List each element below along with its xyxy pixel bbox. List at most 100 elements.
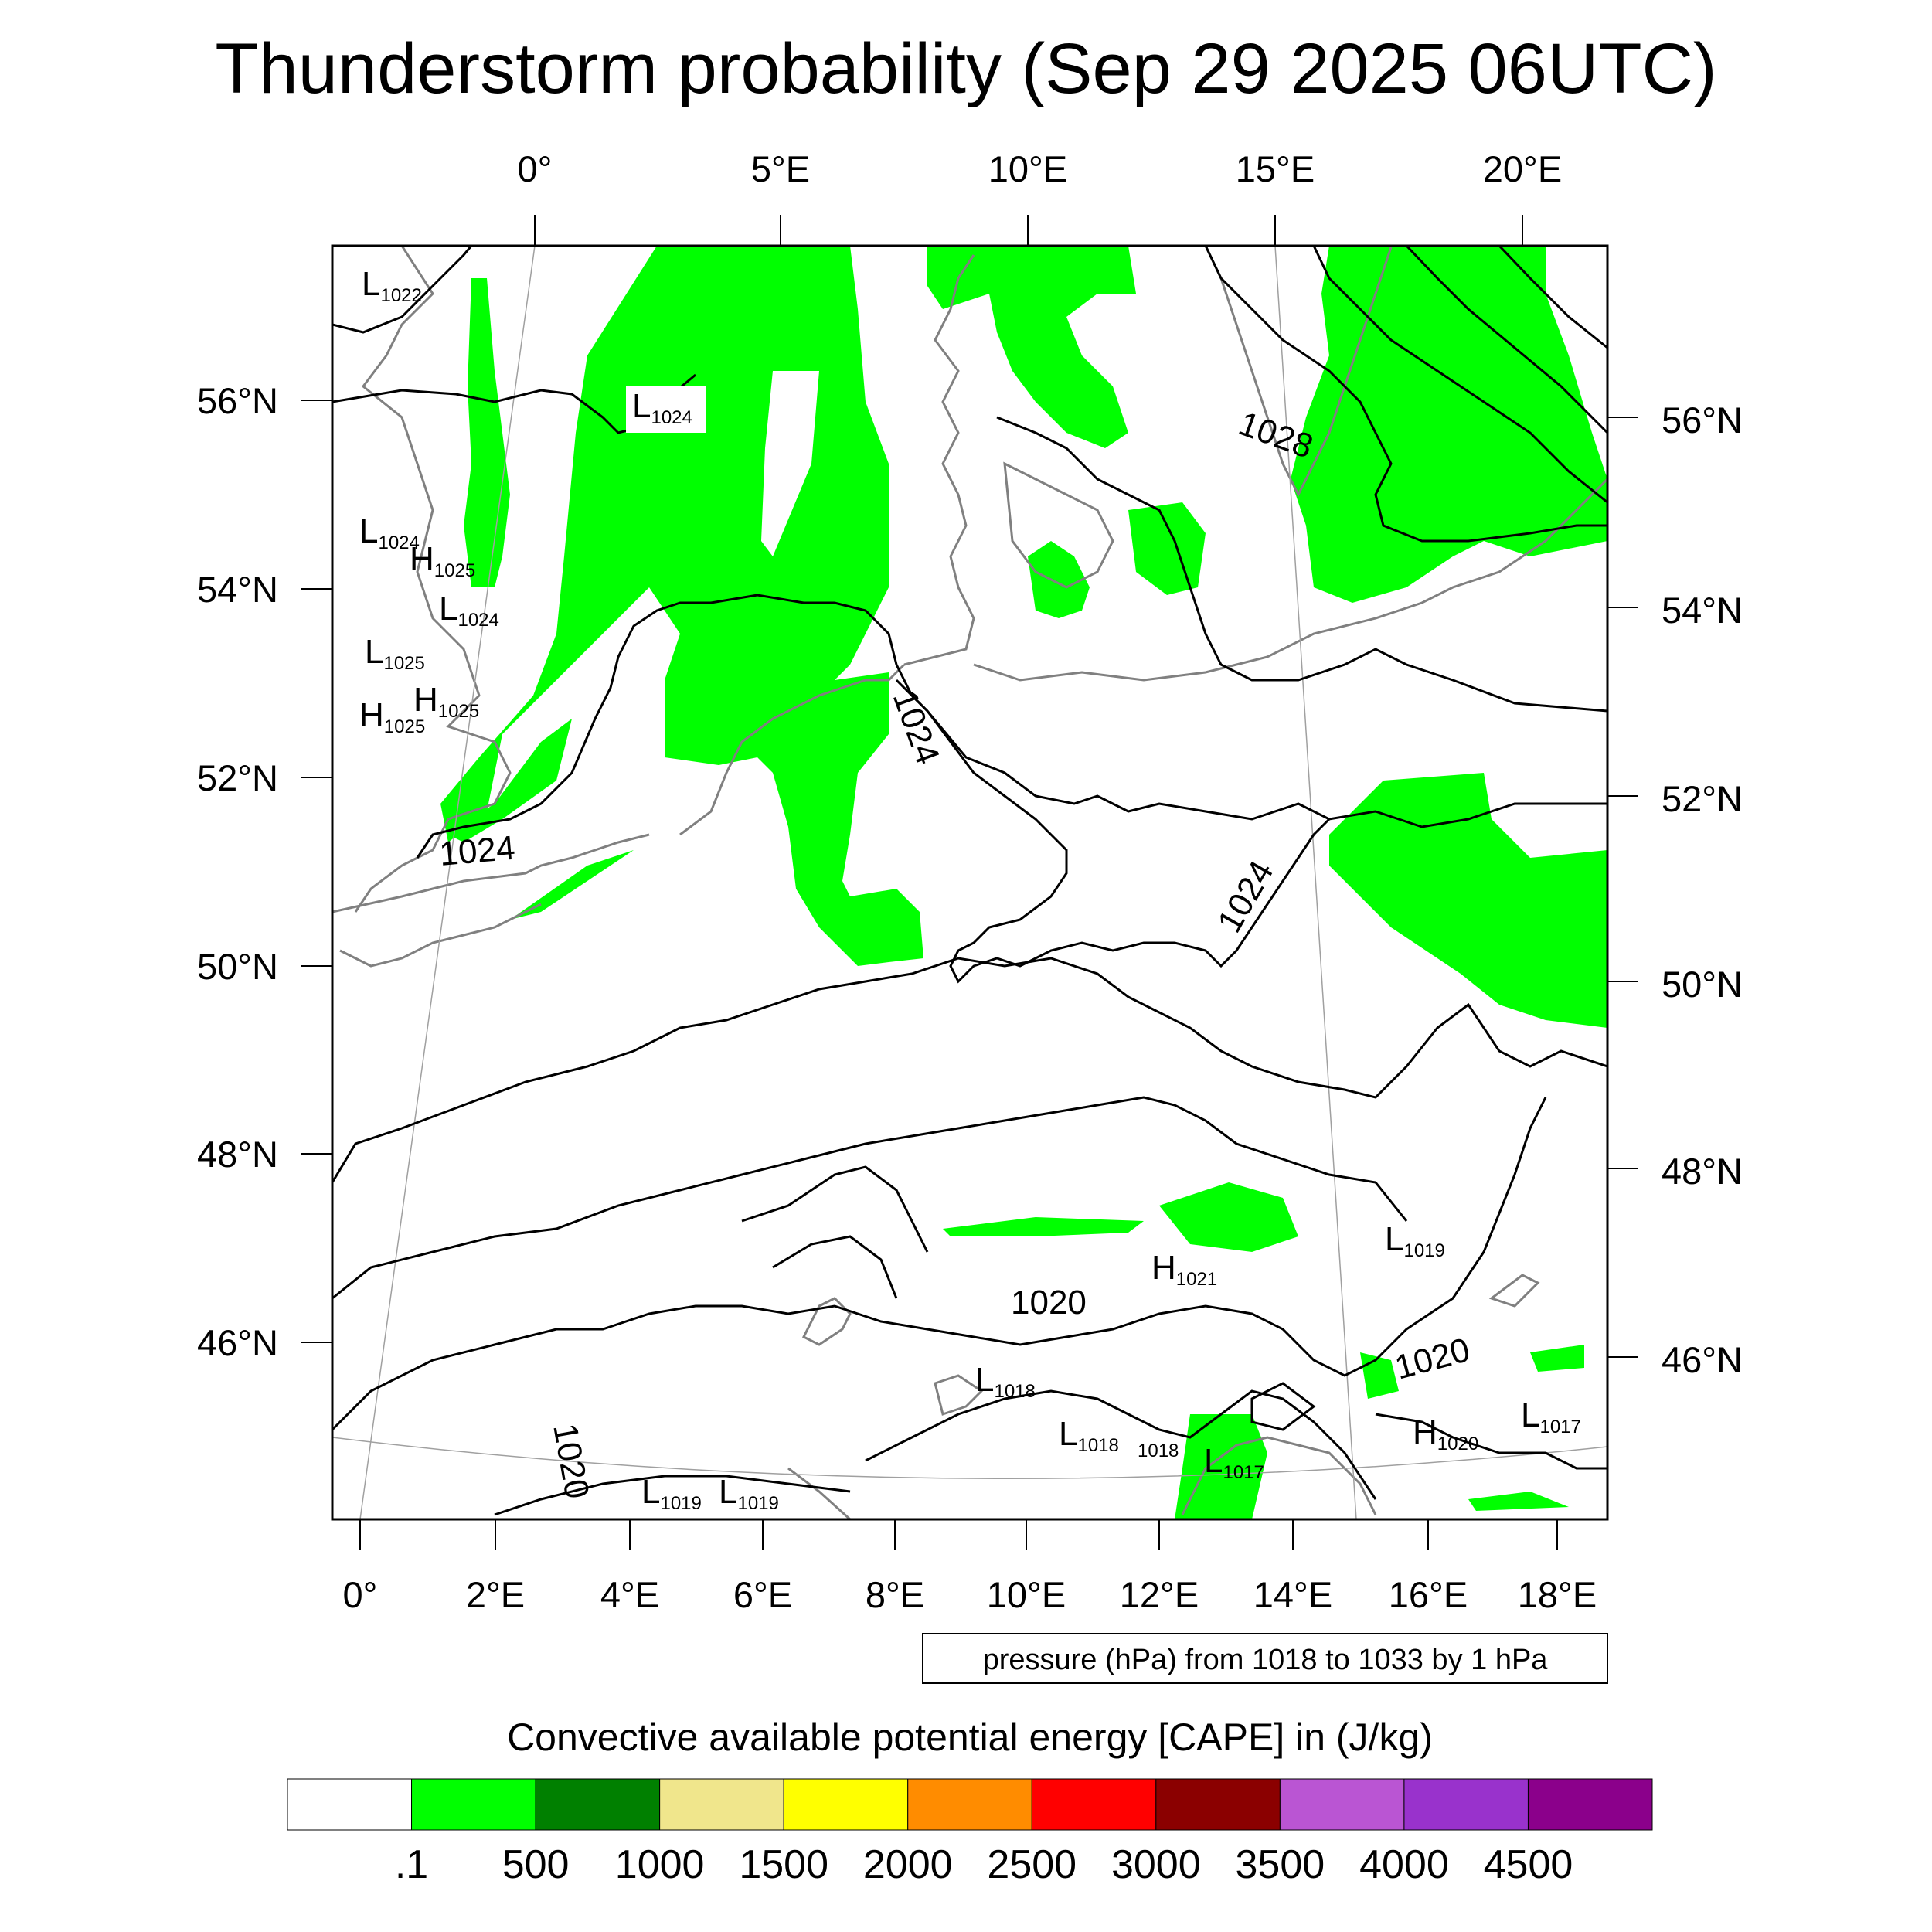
isobar-alps-1 <box>741 1165 929 1253</box>
lon-label-bottom: 10°E <box>987 1574 1066 1615</box>
colorbar-swatch <box>1527 1778 1653 1831</box>
isobar-alps-2 <box>772 1235 898 1299</box>
contour-label: 1018 <box>1138 1440 1179 1461</box>
pressure-center: L1019 <box>719 1473 779 1514</box>
colorbar-title: Convective available potential energy [C… <box>507 1716 1433 1759</box>
colorbar-label: 2500 <box>987 1842 1077 1887</box>
cape-region-adriatic <box>1468 1492 1569 1511</box>
colorbar-swatch <box>1155 1778 1281 1831</box>
lon-label-bottom: 6°E <box>733 1574 792 1615</box>
coastline-france-north <box>332 833 650 913</box>
colorbar-swatch <box>907 1778 1032 1831</box>
cape-region-benelux <box>742 672 923 966</box>
coastline-adriatic <box>1181 1436 1377 1515</box>
lon-label-bottom: 14°E <box>1253 1574 1332 1615</box>
lon-label-top: 15°E <box>1236 148 1315 189</box>
lat-label-right: 50°N <box>1662 964 1743 1005</box>
left-lat-axis <box>301 400 332 1343</box>
right-lat-labels: 56°N 54°N 52°N 50°N 48°N 46°N <box>1662 400 1743 1380</box>
lon-label-top: 20°E <box>1483 148 1562 189</box>
isobar-1024-central <box>416 594 1331 984</box>
colorbar-label: 3000 <box>1111 1842 1201 1887</box>
coastline-italy-west <box>787 1467 852 1519</box>
pressure-center: L1024 <box>359 512 420 553</box>
chart-title: Thunderstorm probability (Sep 29 2025 06… <box>215 29 1716 108</box>
pressure-center: L1025 <box>365 633 425 674</box>
pressure-center: H1025 <box>413 681 479 722</box>
lat-label-left: 46°N <box>197 1322 278 1363</box>
colorbar-swatch <box>535 1778 661 1831</box>
colorbar-label: 2000 <box>863 1842 953 1887</box>
right-lat-axis <box>1607 417 1638 1358</box>
pressure-center: L1022 <box>362 265 422 306</box>
isobar-1024-baltic <box>996 416 1607 713</box>
left-lat-labels: 56°N 54°N 52°N 50°N 48°N 46°N <box>197 380 278 1363</box>
cape-fill-layer <box>440 246 1607 1519</box>
colorbar-label: 1000 <box>615 1842 705 1887</box>
colorbar-label: 4500 <box>1484 1842 1573 1887</box>
colorbar-label: 3500 <box>1236 1842 1325 1887</box>
cape-region-baltic <box>1291 246 1607 603</box>
pressure-center: H1025 <box>410 540 475 581</box>
lon-label-bottom: 2°E <box>466 1574 525 1615</box>
cape-region-italy-north <box>1175 1414 1267 1519</box>
pressure-centers: L1022 L1024 L1024 H1025 L1024 L1025 H102… <box>359 265 1581 1514</box>
coastline-baltic-south <box>973 478 1607 682</box>
colorbar-swatch <box>287 1778 413 1831</box>
pressure-center-box <box>626 386 706 433</box>
pressure-center: L1018 <box>1059 1415 1119 1456</box>
bottom-lon-labels: 0° 2°E 4°E 6°E 8°E 10°E 12°E 14°E 16°E 1… <box>343 1574 1597 1615</box>
isobar-1020-d <box>494 1475 851 1516</box>
pressure-center: L1024 <box>439 590 499 631</box>
colorbar-swatches <box>287 1778 1653 1831</box>
pressure-center: H1021 <box>1151 1249 1217 1290</box>
pressure-center: L1019 <box>1385 1220 1445 1261</box>
cape-region-poland <box>1329 773 1607 1028</box>
colorbar-swatch <box>1031 1778 1157 1831</box>
pressure-center: L1019 <box>641 1473 702 1514</box>
isobar-layer <box>332 246 1607 1516</box>
coastline-sweden <box>1204 246 1393 498</box>
lon-label-top: 5°E <box>751 148 810 189</box>
graticule-meridian-0 <box>359 246 536 1519</box>
isobar-1022 <box>332 246 473 334</box>
contour-label: 1020 <box>1011 1284 1087 1321</box>
lon-label-top: 0° <box>518 148 553 189</box>
isobar-1028-a <box>1204 246 1607 543</box>
pressure-center: H1020 <box>1413 1413 1478 1454</box>
lat-label-right: 48°N <box>1662 1151 1743 1192</box>
cape-region-channel <box>448 719 572 842</box>
lon-label-bottom: 18°E <box>1518 1574 1597 1615</box>
colorbar-swatch <box>1403 1778 1529 1831</box>
coastline-lake-2 <box>934 1374 984 1416</box>
coastline-danish-isles <box>1003 461 1114 589</box>
isobar-1028-b <box>1312 246 1607 504</box>
cape-region-hungary <box>1530 1345 1584 1372</box>
bottom-lon-axis <box>359 1519 1558 1550</box>
coastline-lake-1 <box>801 1297 852 1346</box>
lat-label-left: 56°N <box>197 380 278 421</box>
isobar-alps-loop <box>1250 1382 1316 1431</box>
lat-label-left: 48°N <box>197 1134 278 1175</box>
colorbar: Convective available potential energy [C… <box>287 1716 1653 1887</box>
pressure-info-frame <box>922 1633 1608 1684</box>
coastline-layer <box>332 246 1607 1519</box>
cape-region-channel-strip <box>510 850 634 920</box>
lat-label-left: 54°N <box>197 569 278 610</box>
pressure-center: L1017 <box>1521 1396 1581 1437</box>
cape-region-denmark <box>927 246 1136 448</box>
coastline-germany-north <box>903 254 975 666</box>
graticule-parallel-45n <box>332 1437 1607 1479</box>
lon-label-bottom: 0° <box>343 1574 378 1615</box>
pressure-info-box: pressure (hPa) from 1018 to 1033 by 1 hP… <box>922 1633 1608 1684</box>
lat-label-right: 46°N <box>1662 1339 1743 1380</box>
colorbar-label: .1 <box>395 1842 428 1887</box>
lat-label-right: 52°N <box>1662 778 1743 819</box>
isobar-1020-b <box>332 1096 1408 1300</box>
isobar-1024-east <box>895 679 1607 828</box>
pressure-center: H1025 <box>359 696 425 737</box>
cape-region-denmark-isle <box>1028 541 1090 618</box>
isobar-1020-c <box>332 1097 1547 1431</box>
colorbar-labels: .1 500 1000 1500 2000 2500 3000 3500 4000 4500 <box>395 1842 1573 1887</box>
coastline-britain <box>354 246 512 913</box>
